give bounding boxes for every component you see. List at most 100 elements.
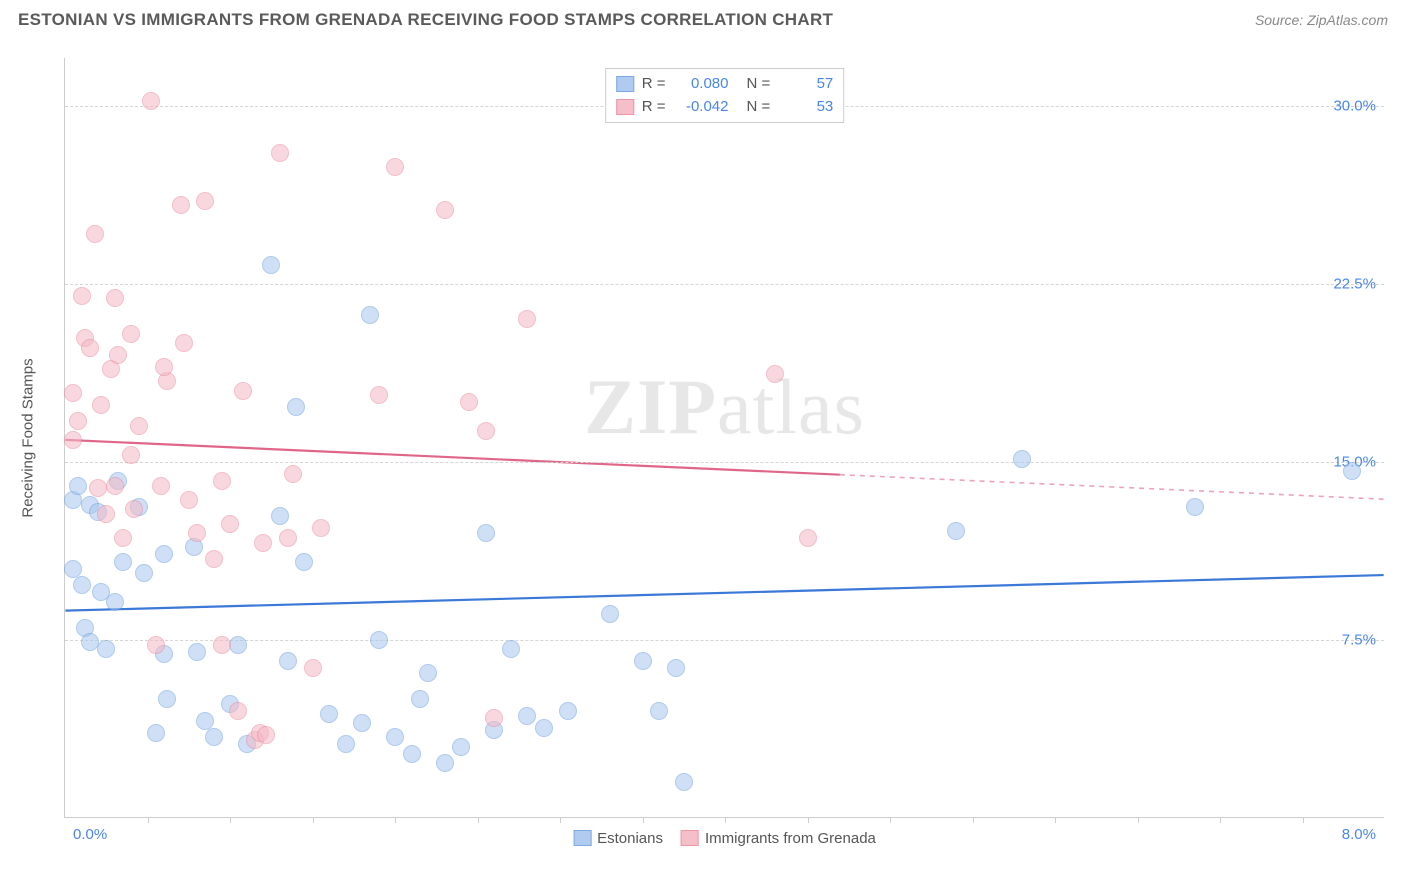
data-point	[122, 446, 140, 464]
chart-header: ESTONIAN VS IMMIGRANTS FROM GRENADA RECE…	[0, 0, 1406, 36]
regression-lines	[65, 58, 1384, 817]
data-point	[92, 396, 110, 414]
legend-stats-row: R = 0.080 N = 57	[616, 73, 834, 96]
data-point	[155, 545, 173, 563]
data-point	[114, 553, 132, 571]
y-tick-label: 22.5%	[1333, 275, 1376, 292]
n-label: N =	[747, 96, 771, 119]
data-point	[485, 709, 503, 727]
legend-series: Estonians Immigrants from Grenada	[573, 830, 876, 847]
x-tick-mark	[560, 817, 561, 823]
data-point	[320, 705, 338, 723]
data-point	[86, 225, 104, 243]
data-point	[295, 553, 313, 571]
data-point	[175, 334, 193, 352]
x-axis-min-label: 0.0%	[73, 826, 107, 843]
data-point	[436, 201, 454, 219]
data-point	[634, 652, 652, 670]
data-point	[64, 384, 82, 402]
n-label: N =	[747, 73, 771, 96]
data-point	[89, 479, 107, 497]
data-point	[81, 633, 99, 651]
data-point	[271, 507, 289, 525]
data-point	[370, 386, 388, 404]
data-point	[766, 365, 784, 383]
data-point	[205, 728, 223, 746]
data-point	[106, 477, 124, 495]
y-tick-label: 7.5%	[1342, 631, 1376, 648]
x-tick-mark	[973, 817, 974, 823]
data-point	[152, 477, 170, 495]
data-point	[122, 325, 140, 343]
data-point	[284, 465, 302, 483]
data-point	[125, 500, 143, 518]
data-point	[675, 773, 693, 791]
data-point	[69, 477, 87, 495]
data-point	[64, 560, 82, 578]
gridline	[65, 640, 1384, 641]
x-tick-mark	[725, 817, 726, 823]
legend-swatch-icon	[616, 76, 634, 92]
data-point	[213, 472, 231, 490]
data-point	[188, 643, 206, 661]
source-name: ZipAtlas.com	[1307, 12, 1388, 28]
x-tick-mark	[1138, 817, 1139, 823]
data-point	[419, 664, 437, 682]
data-point	[64, 431, 82, 449]
data-point	[353, 714, 371, 732]
data-point	[386, 158, 404, 176]
data-point	[279, 529, 297, 547]
x-tick-mark	[230, 817, 231, 823]
legend-label: Immigrants from Grenada	[705, 830, 876, 847]
data-point	[518, 707, 536, 725]
data-point	[477, 524, 495, 542]
plot-area: ZIPatlas R = 0.080 N = 57 R = -0.042 N =…	[64, 58, 1384, 818]
x-tick-mark	[1220, 817, 1221, 823]
data-point	[518, 310, 536, 328]
data-point	[477, 422, 495, 440]
chart-container: Receiving Food Stamps ZIPatlas R = 0.080…	[48, 48, 1388, 828]
r-value: 0.080	[674, 73, 729, 96]
legend-stats-row: R = -0.042 N = 53	[616, 96, 834, 119]
x-tick-mark	[313, 817, 314, 823]
data-point	[304, 659, 322, 677]
data-point	[180, 491, 198, 509]
legend-swatch-icon	[573, 830, 591, 846]
data-point	[1343, 462, 1361, 480]
data-point	[337, 735, 355, 753]
legend-item: Immigrants from Grenada	[681, 830, 876, 847]
data-point	[436, 754, 454, 772]
data-point	[97, 640, 115, 658]
data-point	[147, 636, 165, 654]
data-point	[254, 534, 272, 552]
data-point	[799, 529, 817, 547]
data-point	[287, 398, 305, 416]
y-axis-title: Receiving Food Stamps	[20, 358, 37, 517]
data-point	[109, 346, 127, 364]
data-point	[403, 745, 421, 763]
x-tick-mark	[890, 817, 891, 823]
data-point	[559, 702, 577, 720]
y-tick-label: 30.0%	[1333, 97, 1376, 114]
x-axis-max-label: 8.0%	[1342, 826, 1376, 843]
data-point	[114, 529, 132, 547]
r-label: R =	[642, 73, 666, 96]
data-point	[271, 144, 289, 162]
r-label: R =	[642, 96, 666, 119]
watermark: ZIPatlas	[584, 362, 865, 452]
data-point	[196, 712, 214, 730]
x-tick-mark	[1303, 817, 1304, 823]
data-point	[213, 636, 231, 654]
data-point	[205, 550, 223, 568]
chart-source: Source: ZipAtlas.com	[1255, 12, 1388, 28]
data-point	[142, 92, 160, 110]
x-tick-mark	[1055, 817, 1056, 823]
data-point	[262, 256, 280, 274]
data-point	[73, 287, 91, 305]
data-point	[234, 382, 252, 400]
data-point	[69, 412, 87, 430]
gridline	[65, 462, 1384, 463]
data-point	[229, 636, 247, 654]
gridline	[65, 284, 1384, 285]
r-value: -0.042	[674, 96, 729, 119]
